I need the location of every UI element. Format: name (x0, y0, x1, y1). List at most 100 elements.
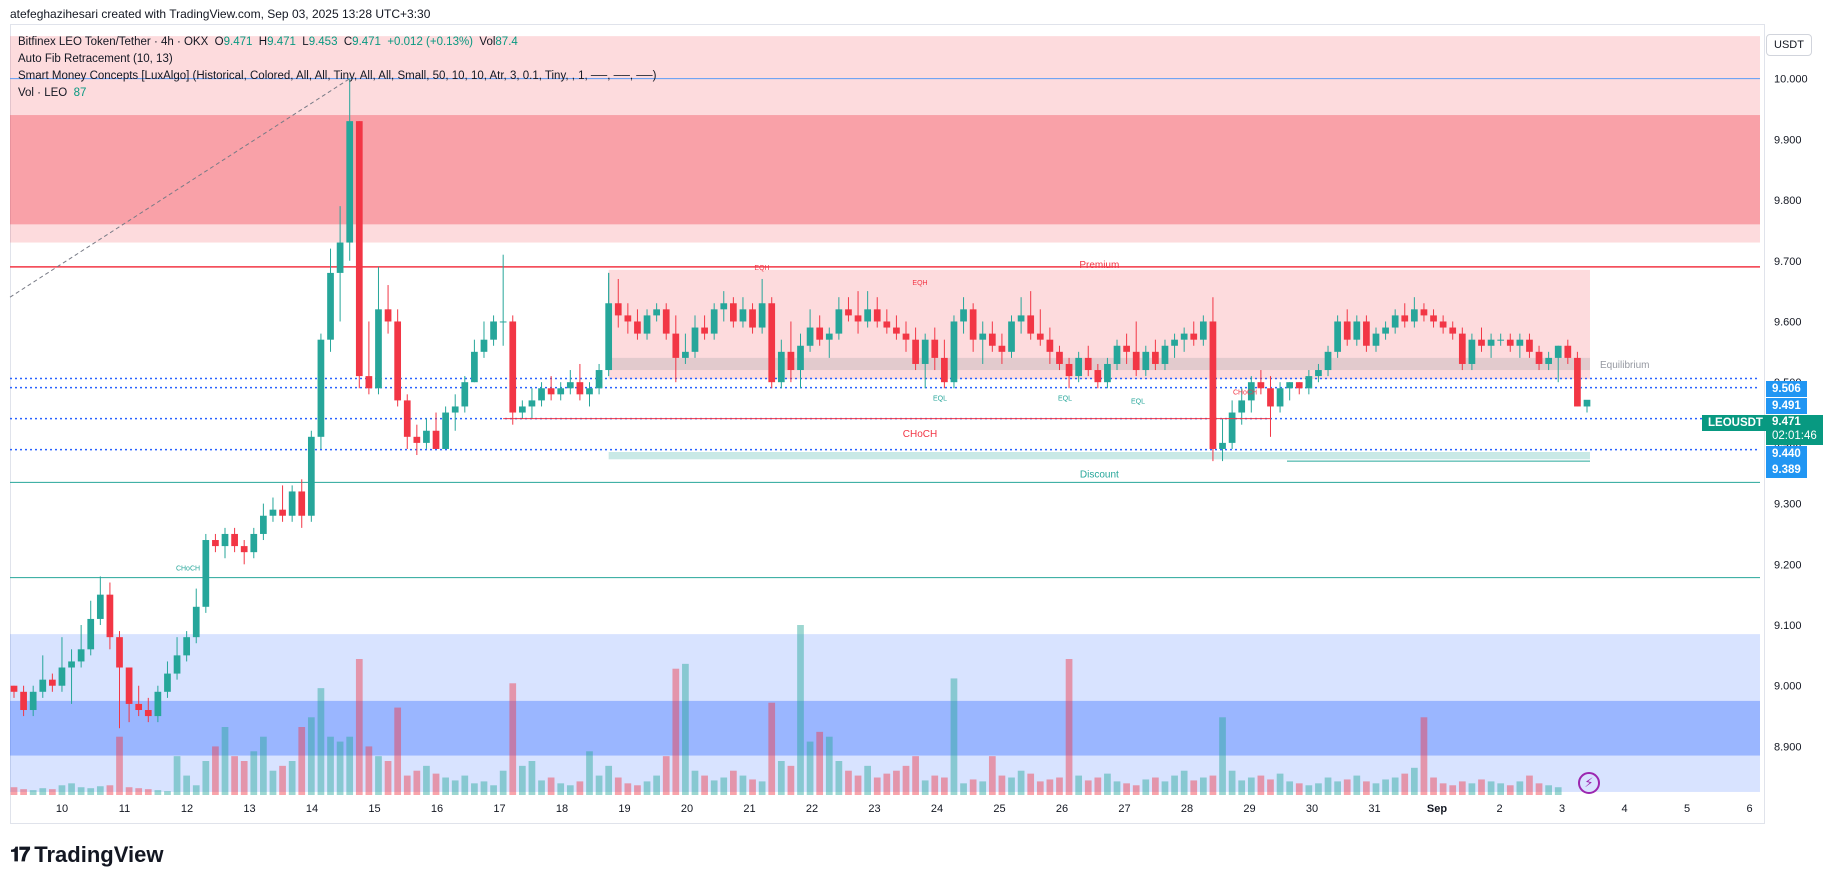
volume-bar (614, 777, 622, 795)
candle-body (442, 412, 449, 449)
volume-bar (1094, 777, 1102, 795)
volume-bar (1372, 783, 1380, 795)
volume-bar (231, 756, 238, 795)
candle-body (164, 673, 171, 692)
volume-bar (730, 770, 737, 795)
volume-bar (260, 736, 267, 795)
label-equilibrium: Equilibrium (1600, 360, 1649, 371)
volume-bar (1084, 780, 1092, 795)
volume-bar (1017, 770, 1025, 795)
candle-body (260, 515, 267, 534)
legend-change: +0.012 (+0.13%) (387, 36, 474, 48)
volume-bar (365, 746, 373, 795)
candle-body (1506, 339, 1514, 346)
volume-bar (221, 727, 229, 795)
legend-vol-label: Vol (479, 36, 496, 48)
volume-bar (298, 727, 306, 795)
candle-body (950, 321, 958, 383)
candle-body (1535, 351, 1543, 364)
lightning-icon[interactable]: ⚡ (1578, 772, 1600, 794)
candle-body (336, 242, 344, 273)
volume-bar (461, 775, 469, 795)
candle-body (499, 321, 507, 323)
currency-selector[interactable]: USDT (1766, 34, 1812, 56)
volume-bar (864, 765, 871, 795)
candle-body (1324, 351, 1332, 371)
candle-body (701, 327, 708, 334)
volume-bar (1535, 783, 1543, 795)
volume-bar (96, 786, 104, 795)
candle-body (403, 400, 411, 437)
volume-bar (116, 736, 123, 795)
volume-bar (586, 751, 593, 795)
volume-bar (384, 761, 392, 795)
volume-bar (1238, 780, 1246, 795)
candle-body (1286, 382, 1294, 389)
x-tick-label: 12 (181, 803, 193, 815)
x-tick-label: 31 (1368, 803, 1380, 815)
legend-close-label: C (343, 36, 353, 48)
legend-indicator-smc[interactable]: Smart Money Concepts [LuxAlgo] (Historic… (18, 70, 657, 82)
candle-body (1132, 351, 1140, 371)
tradingview-brand[interactable]: 𝟏𝟕 TradingView (10, 842, 163, 868)
candle-body (87, 618, 95, 650)
volume-bar (1171, 775, 1178, 795)
volume-bar (317, 688, 325, 795)
candle-body (998, 345, 1006, 352)
candle-body (979, 333, 987, 340)
legend-indicator-fib[interactable]: Auto Fib Retracement (10, 13) (18, 53, 173, 65)
candle-body (116, 637, 123, 668)
candle-body (1305, 376, 1313, 389)
volume-bar (893, 770, 900, 795)
volume-bar (1391, 777, 1399, 795)
candle-body (1017, 315, 1025, 322)
legend-volume-row[interactable]: Vol · LEO 87 (18, 85, 656, 102)
candle-body (1363, 321, 1370, 346)
volume-bar (921, 780, 929, 795)
volume-bar (777, 761, 785, 795)
volume-bar (1132, 785, 1140, 795)
candle-body (1574, 357, 1581, 407)
y-tick-label: 8.900 (1774, 741, 1802, 753)
y-tick-label: 9.000 (1774, 681, 1802, 693)
volume-bar (1142, 779, 1150, 795)
candle-body (969, 309, 977, 340)
volume-bar (643, 781, 651, 795)
volume-bar (1449, 785, 1457, 795)
candle-body (710, 309, 718, 334)
legend-open-label: O (214, 36, 224, 48)
volume-bar (1199, 777, 1207, 795)
candlestick-chart[interactable]: Premium Discount Equilibrium CHoCH CHoCH CHoC… (0, 0, 1835, 830)
volume-bar (39, 788, 47, 795)
volume-bar (701, 775, 708, 795)
volume-bar (1439, 783, 1447, 795)
label-eqh-1: EQH (754, 265, 769, 272)
candle-body (20, 691, 27, 711)
volume-bar (1161, 781, 1169, 795)
x-tick-label: 25 (993, 803, 1005, 815)
candle-body (317, 339, 325, 437)
candle-body (614, 303, 622, 316)
candle-body (1516, 339, 1524, 346)
price-tag: 9.440 (1766, 446, 1807, 462)
label-eql-1: EQL (933, 395, 947, 402)
volume-bar (480, 781, 488, 795)
volume-bar (691, 770, 699, 795)
volume-bar (471, 783, 478, 795)
chart-legend: Bitfinex LEO Token/Tether · 4h · OKX O9.… (18, 34, 656, 102)
candle-body (1372, 333, 1380, 346)
candle-body (1315, 370, 1322, 377)
legend-volume-label: Vol · LEO (18, 87, 68, 99)
candle-body (423, 430, 430, 443)
volume-bar (1257, 775, 1265, 795)
candle-body (375, 309, 382, 389)
volume-bar (202, 761, 210, 795)
x-tick-label: 28 (1181, 803, 1193, 815)
volume-bar (49, 789, 56, 795)
y-tick-label: 9.900 (1774, 134, 1802, 146)
legend-symbol[interactable]: Bitfinex LEO Token/Tether · 4h · OKX (18, 36, 209, 48)
candle-body (816, 327, 824, 340)
volume-bar (950, 678, 958, 795)
volume-bar (106, 785, 114, 795)
volume-bar (307, 717, 315, 795)
